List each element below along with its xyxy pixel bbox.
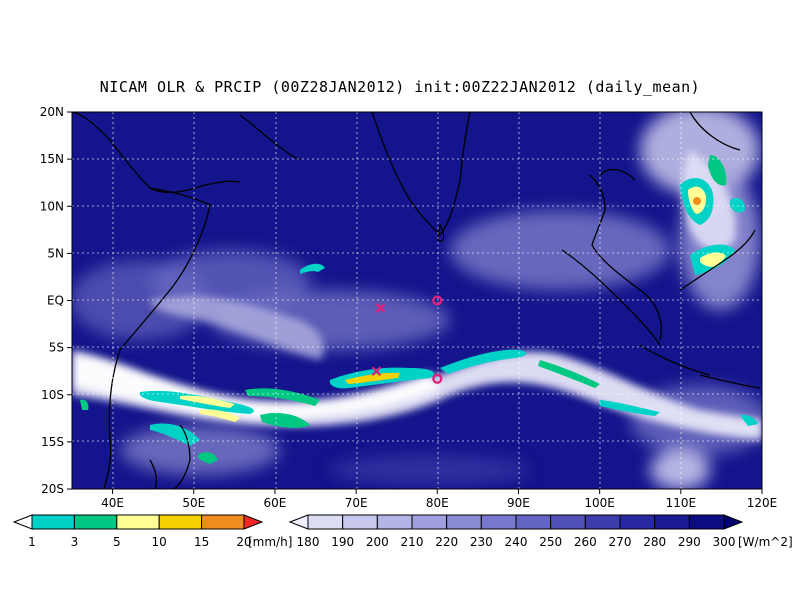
lon-tick-label: 120E [747, 496, 778, 510]
colorbar-swatch [73, 514, 118, 530]
colorbar-swatch [688, 514, 725, 530]
colorbar-low-arrow [288, 514, 309, 530]
lat-tick-label: 15N [40, 152, 64, 166]
lon-tick-label: 110E [666, 496, 697, 510]
colorbar-swatch [201, 514, 245, 530]
colorbar-label: 260 [574, 535, 597, 549]
colorbar-high-arrow [243, 514, 264, 530]
colorbar-swatch [307, 514, 344, 530]
colorbar-swatch [584, 514, 621, 530]
circle-icon [432, 295, 443, 306]
colorbar-swatch [446, 514, 482, 530]
lon-tick-label: 40E [101, 496, 124, 510]
colorbar-swatch [515, 514, 552, 530]
colorbar-low-arrow [12, 514, 33, 530]
lon-tick-label: 50E [182, 496, 205, 510]
lat-tick-label: 5S [49, 341, 64, 355]
colorbar-swatch [480, 514, 517, 530]
colorbar-unit: [W/m^2] [738, 535, 793, 549]
colorbar-swatch [550, 514, 586, 530]
lon-tick-label: 100E [584, 496, 615, 510]
lon-tick-label: 80E [426, 496, 449, 510]
colorbar-label: 240 [505, 535, 528, 549]
lon-tick-label: 60E [264, 496, 287, 510]
storm-markers [371, 295, 443, 384]
lon-tick-label: 70E [345, 496, 368, 510]
colorbar-label: 190 [331, 535, 354, 549]
lat-tick-label: 15S [41, 435, 64, 449]
olr-colorbar: 180 190 200 210 220 230 240 250 260 270 280 290 300[… [288, 514, 793, 549]
colorbar-label: 5 [113, 535, 121, 549]
grid-lines [72, 112, 762, 489]
lat-tick-label: 20N [40, 105, 64, 119]
colorbar-swatch [31, 514, 75, 530]
lat-tick-label: 10N [40, 199, 64, 213]
colorbar-swatch [654, 514, 690, 530]
colorbar-label: 15 [194, 535, 209, 549]
colorbar-label: 20 [236, 535, 251, 549]
colorbar-label: 270 [609, 535, 632, 549]
precip-colorbar: 1 3 5 10 15 20[mm/h] [12, 514, 292, 549]
colorbar-swatch [411, 514, 448, 530]
lat-tick-label: EQ [47, 294, 64, 308]
colorbar-label: 220 [435, 535, 458, 549]
colorbar-label: 230 [470, 535, 493, 549]
colorbar-unit: [mm/h] [248, 535, 292, 549]
chart-title: NICAM OLR & PRCIP (00Z28JAN2012) init:00… [99, 78, 701, 96]
colorbar-label: 300 [713, 535, 736, 549]
colorbar-label: 3 [71, 535, 79, 549]
circle-icon [432, 373, 443, 384]
cross-icon [371, 366, 382, 376]
coastlines [72, 112, 761, 489]
colorbar-swatch [342, 514, 378, 530]
colorbar-label: 10 [152, 535, 167, 549]
longitude-labels: 40E 50E 60E 70E 80E 90E 100E 110E 120E [101, 489, 777, 510]
lat-tick-label: 10S [41, 388, 64, 402]
colorbar-label: 210 [401, 535, 424, 549]
colorbar-swatch [619, 514, 656, 530]
colorbar-label: 250 [539, 535, 562, 549]
colorbar-label: 180 [297, 535, 320, 549]
cross-icon [375, 303, 386, 313]
colorbar-label: 290 [678, 535, 701, 549]
colorbar-high-arrow [723, 514, 744, 530]
lon-tick-label: 90E [507, 496, 530, 510]
colorbar-label: 1 [28, 535, 36, 549]
colorbar-label: 280 [643, 535, 666, 549]
map-plot-area [72, 112, 762, 489]
lat-tick-label: 5N [47, 246, 64, 260]
latitude-labels: 20N 15N 10N 5N EQ 5S 10S 15S 20S [40, 105, 72, 496]
colorbar-swatch [376, 514, 413, 530]
colorbar-swatch [116, 514, 160, 530]
colorbar-label: 200 [366, 535, 389, 549]
lat-tick-label: 20S [41, 482, 64, 496]
colorbar-swatch [158, 514, 203, 530]
